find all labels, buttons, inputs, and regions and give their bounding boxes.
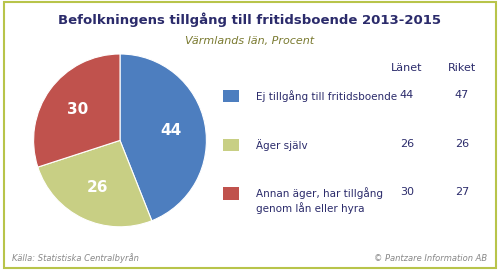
Bar [223,139,239,151]
Text: 27: 27 [455,187,469,197]
Bar [223,187,239,200]
Text: 44: 44 [160,123,182,138]
Wedge shape [34,54,120,167]
Text: Äger själv: Äger själv [256,139,308,151]
Text: 26: 26 [400,139,414,149]
Text: 47: 47 [455,90,469,100]
Text: Riket: Riket [448,63,476,73]
Text: Värmlands län, Procent: Värmlands län, Procent [186,36,314,46]
Text: 26: 26 [455,139,469,149]
Text: 44: 44 [400,90,414,100]
Text: Befolkningens tillgång till fritidsboende 2013-2015: Befolkningens tillgång till fritidsboend… [58,12,442,27]
Text: Källa: Statistiska Centralbyrån: Källa: Statistiska Centralbyrån [12,253,140,263]
Text: 30: 30 [68,102,88,117]
Text: Ej tillgång till fritidsboende: Ej tillgång till fritidsboende [256,90,397,102]
Wedge shape [38,140,152,227]
Text: 30: 30 [400,187,414,197]
Text: © Pantzare Information AB: © Pantzare Information AB [374,254,488,263]
Wedge shape [120,54,206,221]
Text: 26: 26 [87,180,108,195]
Text: Annan äger, har tillgång
genom lån eller hyra: Annan äger, har tillgång genom lån eller… [256,187,383,214]
Text: Länet: Länet [391,63,423,73]
Bar [223,90,239,102]
